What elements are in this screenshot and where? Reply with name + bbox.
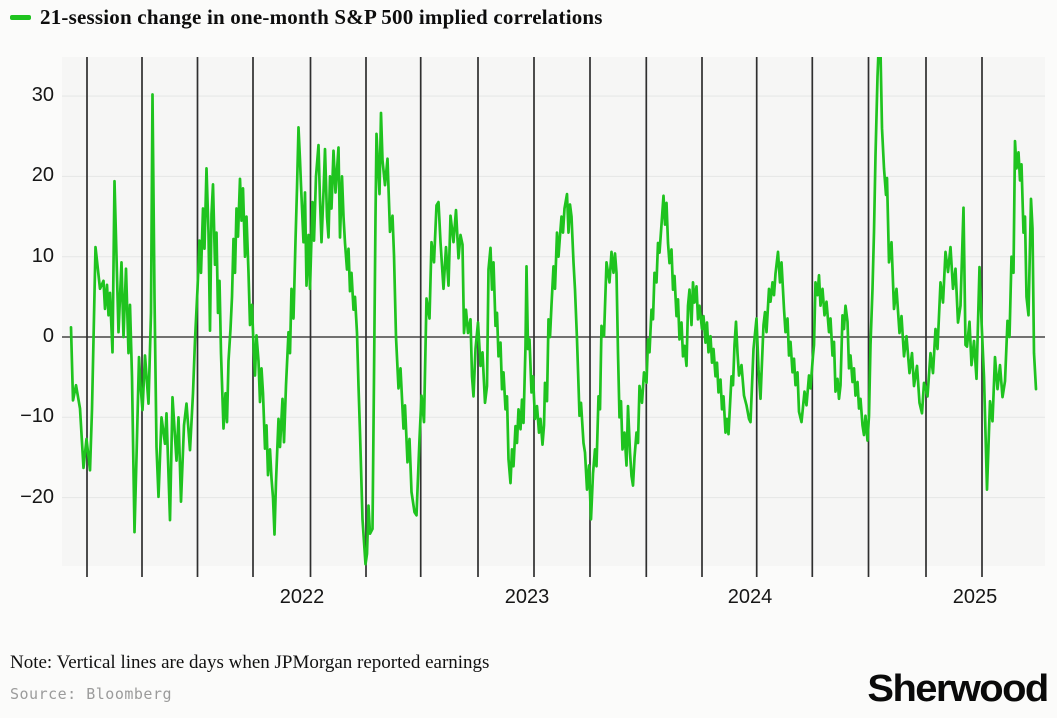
chart-legend: 21-session change in one-month S&P 500 i… [10,5,603,30]
x-tick-label: 2022 [279,586,325,608]
plot-background [62,57,1045,566]
y-tick-label: 30 [31,84,54,107]
x-tick-label: 2025 [952,586,998,608]
series-line [69,57,1038,566]
y-tick-label: −10 [20,405,54,428]
y-tick-label: 10 [31,244,54,267]
sherwood-logo: Sherwood [867,668,1050,710]
y-tick-label: 0 [42,325,54,347]
line-chart: 30 20 10 0 −10 −20 2022 2023 2024 2025 [20,57,1045,608]
legend-line-swatch [10,15,31,20]
chart-title: 21-session change in one-month S&P 500 i… [40,5,603,29]
y-gridlines [62,95,1045,499]
chart-note: Note: Vertical lines are days when JPMor… [10,652,490,673]
chart-canvas [62,57,1045,577]
x-tick-label: 2023 [504,586,550,608]
x-tick-label: 2024 [727,586,773,608]
y-tick-label: 20 [31,164,54,187]
y-tick-label: −20 [20,485,54,508]
source-credit: Source: Bloomberg [10,685,173,703]
